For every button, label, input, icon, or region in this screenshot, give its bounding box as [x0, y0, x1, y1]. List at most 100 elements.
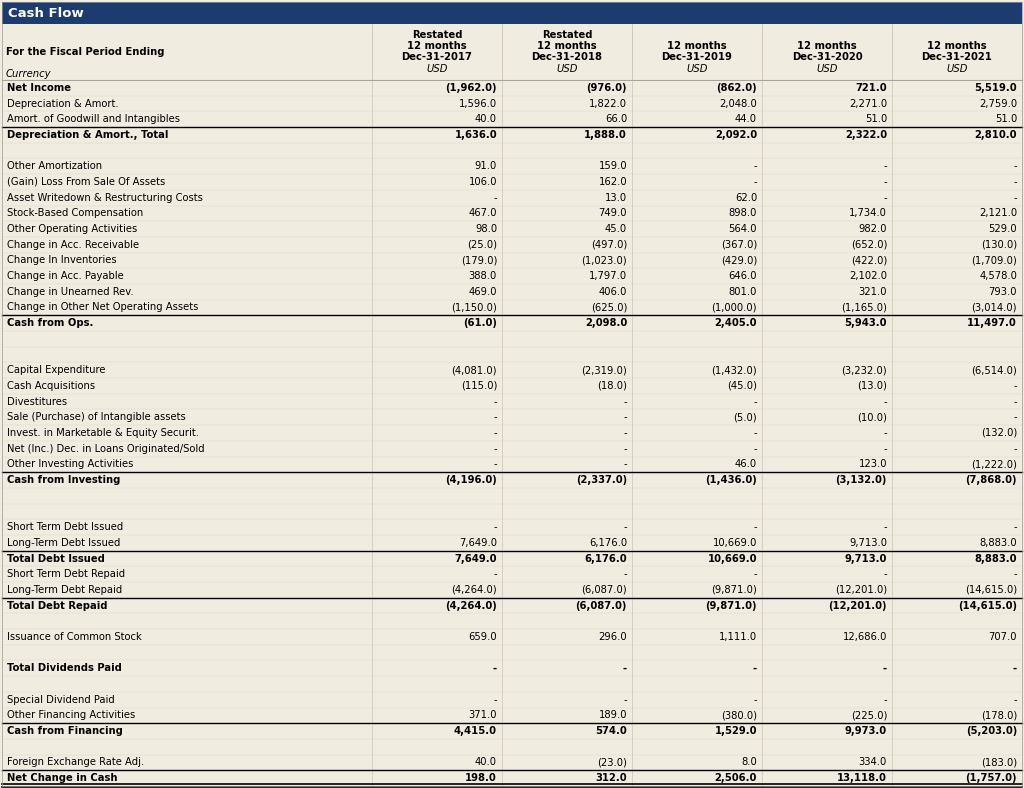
Text: -: -: [1014, 381, 1017, 391]
Bar: [2, 2, 1022, 24]
Text: 44.0: 44.0: [735, 114, 757, 125]
Bar: [2, 315, 1022, 331]
Text: 2,098.0: 2,098.0: [585, 318, 627, 328]
Text: Short Term Debt Repaid: Short Term Debt Repaid: [7, 569, 125, 579]
Text: 646.0: 646.0: [728, 271, 757, 281]
Text: (1,023.0): (1,023.0): [582, 255, 627, 266]
Text: Change in Unearned Rev.: Change in Unearned Rev.: [7, 287, 133, 297]
Bar: [2, 378, 1022, 394]
Text: Net (Inc.) Dec. in Loans Originated/Sold: Net (Inc.) Dec. in Loans Originated/Sold: [7, 444, 205, 454]
Text: Cash Flow: Cash Flow: [8, 6, 84, 20]
Bar: [2, 676, 1022, 692]
Text: -: -: [754, 695, 757, 704]
Text: (183.0): (183.0): [981, 757, 1017, 768]
Text: 2,048.0: 2,048.0: [719, 98, 757, 109]
Bar: [2, 504, 1022, 519]
Text: (2,319.0): (2,319.0): [582, 366, 627, 375]
Text: -: -: [624, 396, 627, 407]
Text: -: -: [754, 522, 757, 532]
Text: 707.0: 707.0: [988, 632, 1017, 642]
Text: -: -: [493, 663, 497, 673]
Text: 98.0: 98.0: [475, 224, 497, 234]
Text: (13.0): (13.0): [857, 381, 887, 391]
Text: (3,014.0): (3,014.0): [972, 303, 1017, 313]
Text: (1,709.0): (1,709.0): [971, 255, 1017, 266]
Bar: [2, 362, 1022, 378]
Text: -: -: [753, 663, 757, 673]
Text: (25.0): (25.0): [467, 240, 497, 250]
Text: (225.0): (225.0): [851, 711, 887, 720]
Text: 9,713.0: 9,713.0: [849, 538, 887, 548]
Text: -: -: [883, 663, 887, 673]
Text: 189.0: 189.0: [598, 711, 627, 720]
Text: Total Dividends Paid: Total Dividends Paid: [7, 663, 122, 673]
Text: -: -: [1014, 396, 1017, 407]
Text: -: -: [624, 444, 627, 454]
Text: Asset Writedown & Restructuring Costs: Asset Writedown & Restructuring Costs: [7, 193, 203, 203]
Text: 2,810.0: 2,810.0: [975, 130, 1017, 140]
Text: (6,514.0): (6,514.0): [971, 366, 1017, 375]
Text: 2,102.0: 2,102.0: [849, 271, 887, 281]
Text: -: -: [1013, 663, 1017, 673]
Text: (652.0): (652.0): [851, 240, 887, 250]
Text: -: -: [624, 428, 627, 438]
Bar: [2, 394, 1022, 410]
Text: (4,081.0): (4,081.0): [452, 366, 497, 375]
Text: (625.0): (625.0): [591, 303, 627, 313]
Text: -: -: [494, 444, 497, 454]
Text: (18.0): (18.0): [597, 381, 627, 391]
Text: Amort. of Goodwill and Intangibles: Amort. of Goodwill and Intangibles: [7, 114, 180, 125]
Text: 2,405.0: 2,405.0: [715, 318, 757, 328]
Bar: [2, 347, 1022, 362]
Text: (1,165.0): (1,165.0): [841, 303, 887, 313]
Text: Total Debt Issued: Total Debt Issued: [7, 553, 104, 563]
Text: (23.0): (23.0): [597, 757, 627, 768]
Text: 51.0: 51.0: [994, 114, 1017, 125]
Bar: [2, 331, 1022, 347]
Text: (1,432.0): (1,432.0): [712, 366, 757, 375]
Bar: [2, 567, 1022, 582]
Text: -: -: [494, 428, 497, 438]
Text: -: -: [884, 695, 887, 704]
Text: (7,868.0): (7,868.0): [966, 475, 1017, 485]
Text: Cash from Ops.: Cash from Ops.: [7, 318, 93, 328]
Text: 40.0: 40.0: [475, 114, 497, 125]
Text: Foreign Exchange Rate Adj.: Foreign Exchange Rate Adj.: [7, 757, 144, 768]
Text: 982.0: 982.0: [858, 224, 887, 234]
Text: 45.0: 45.0: [605, 224, 627, 234]
Text: 406.0: 406.0: [599, 287, 627, 297]
Bar: [2, 456, 1022, 472]
Text: For the Fiscal Period Ending: For the Fiscal Period Ending: [6, 47, 165, 57]
Text: (12,201.0): (12,201.0): [828, 600, 887, 611]
Bar: [2, 472, 1022, 488]
Text: -: -: [884, 569, 887, 579]
Text: 106.0: 106.0: [469, 177, 497, 187]
Text: -: -: [1014, 695, 1017, 704]
Text: 1,636.0: 1,636.0: [455, 130, 497, 140]
Text: -: -: [1014, 193, 1017, 203]
Bar: [2, 613, 1022, 629]
Text: USD: USD: [556, 64, 578, 74]
Text: -: -: [494, 522, 497, 532]
Text: (4,264.0): (4,264.0): [452, 585, 497, 595]
Text: 321.0: 321.0: [858, 287, 887, 297]
Text: 8,883.0: 8,883.0: [975, 553, 1017, 563]
Text: Special Dividend Paid: Special Dividend Paid: [7, 695, 115, 704]
Text: Stock-Based Compensation: Stock-Based Compensation: [7, 208, 143, 218]
Text: USD: USD: [686, 64, 708, 74]
Bar: [2, 127, 1022, 143]
Text: 12,686.0: 12,686.0: [843, 632, 887, 642]
Bar: [2, 284, 1022, 299]
Text: Other Operating Activities: Other Operating Activities: [7, 224, 137, 234]
Bar: [2, 551, 1022, 567]
Text: (179.0): (179.0): [461, 255, 497, 266]
Bar: [2, 174, 1022, 190]
Bar: [2, 692, 1022, 708]
Text: (9,871.0): (9,871.0): [712, 585, 757, 595]
Text: 6,176.0: 6,176.0: [585, 553, 627, 563]
Bar: [2, 95, 1022, 111]
Text: (5.0): (5.0): [733, 412, 757, 422]
Text: (367.0): (367.0): [721, 240, 757, 250]
Text: (12,201.0): (12,201.0): [835, 585, 887, 595]
Text: -: -: [494, 569, 497, 579]
